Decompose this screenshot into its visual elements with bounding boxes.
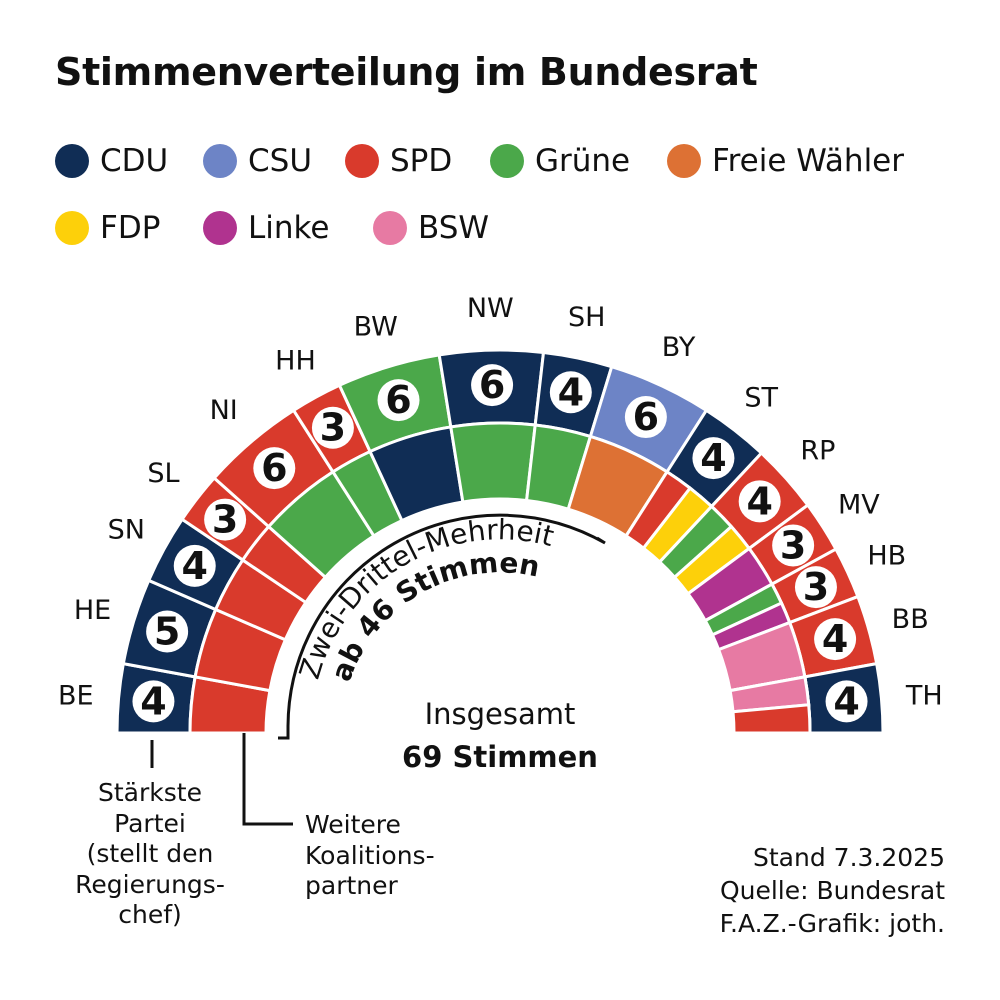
legend-label: BSW (418, 210, 490, 246)
vote-badge (825, 680, 868, 723)
vote-count: 4 (833, 679, 859, 723)
state-label-mv: MV (838, 489, 880, 520)
state-label-bb: BB (892, 604, 929, 635)
state-label-rp: RP (800, 435, 835, 466)
state-label-ni: NI (210, 395, 238, 426)
vote-count: 4 (746, 479, 772, 523)
vote-count: 4 (182, 544, 208, 588)
vote-count: 3 (803, 565, 829, 609)
vote-count: 6 (385, 378, 411, 422)
legend-swatch-icon (490, 144, 524, 178)
legend-swatch-icon (55, 144, 89, 178)
vote-count: 3 (780, 523, 806, 567)
vote-count: 3 (320, 406, 346, 450)
vote-badge (738, 480, 781, 523)
legend-item-csu: CSU (203, 143, 312, 179)
total-label: Insgesamt (425, 697, 576, 731)
note-strongest-party: Stärkste Partei (stellt den Regierungs- … (75, 778, 225, 929)
legend-item-fdp: FDP (55, 210, 160, 246)
legend-item-bsw: BSW (373, 210, 489, 246)
vote-badge (204, 498, 247, 541)
vote-badge (377, 379, 420, 422)
vote-badge (624, 396, 667, 439)
vote-badge (173, 544, 216, 587)
chart-title: Stimmenverteilung im Bundesrat (55, 50, 758, 94)
vote-count: 4 (822, 617, 848, 661)
majority-bracket (278, 513, 606, 740)
vote-badge (146, 610, 189, 653)
source-grafik: F.A.Z.-Grafik: joth. (719, 909, 945, 938)
total-votes: 69 Stimmen (402, 740, 598, 774)
state-label-he: HE (74, 595, 111, 626)
vote-badge (794, 566, 837, 609)
vote-count: 5 (154, 610, 180, 654)
legend-label: Freie Wähler (712, 143, 904, 179)
legend-label: Linke (248, 210, 330, 246)
legend-item-gruene: Grüne (490, 143, 630, 179)
vote-badge (692, 437, 735, 480)
vote-badge (814, 618, 857, 661)
vote-count: 6 (633, 395, 659, 439)
state-label-th: TH (905, 680, 943, 711)
state-label-sh: SH (568, 302, 605, 333)
vote-badge (471, 364, 514, 407)
vote-count: 6 (261, 446, 287, 490)
state-label-hb: HB (867, 540, 906, 571)
segment-nw (449, 421, 537, 504)
legend-item-spd: SPD (345, 143, 452, 179)
vote-badge (772, 524, 815, 567)
state-label-sn: SN (108, 514, 145, 545)
legend-label: FDP (100, 210, 161, 246)
legend-label: Grüne (535, 143, 631, 179)
legend-swatch-icon (373, 211, 407, 245)
vote-count: 4 (700, 436, 726, 480)
state-label-by: BY (662, 332, 696, 363)
source-stand: Stand 7.3.2025 (753, 843, 945, 872)
legend-label: SPD (390, 143, 453, 179)
source-quelle: Quelle: Bundesrat (719, 876, 945, 905)
vote-badge (132, 680, 175, 723)
legend-label: CDU (100, 143, 169, 179)
vote-count: 3 (212, 498, 238, 542)
legend-label: CSU (248, 143, 313, 179)
legend-swatch-icon (203, 211, 237, 245)
vote-count: 4 (558, 370, 584, 414)
legend-item-cdu: CDU (55, 143, 168, 179)
legend-item-freie-waehler: Freie Wähler (667, 143, 904, 179)
majority-threshold: ab 46 Stimmen (325, 546, 543, 686)
state-label-be: BE (58, 680, 94, 711)
legend-swatch-icon (667, 144, 701, 178)
vote-badge (549, 371, 592, 414)
state-label-nw: NW (467, 293, 514, 324)
vote-count: 6 (479, 363, 505, 407)
legend-swatch-icon (345, 144, 379, 178)
state-label-sl: SL (147, 458, 179, 489)
legend-swatch-icon (55, 211, 89, 245)
note-coalition-partners: Weitere Koalitions- partner (305, 810, 435, 900)
legend-item-linke: Linke (203, 210, 329, 246)
state-label-st: ST (744, 383, 778, 414)
state-label-bw: BW (354, 312, 398, 343)
vote-badge (253, 447, 296, 490)
leader-line-partners (242, 733, 293, 826)
state-segments (115, 348, 885, 735)
vote-count: 4 (140, 679, 166, 723)
vote-badge (311, 406, 354, 449)
segment-th (731, 703, 812, 735)
legend-swatch-icon (203, 144, 237, 178)
state-label-hh: HH (275, 345, 316, 376)
